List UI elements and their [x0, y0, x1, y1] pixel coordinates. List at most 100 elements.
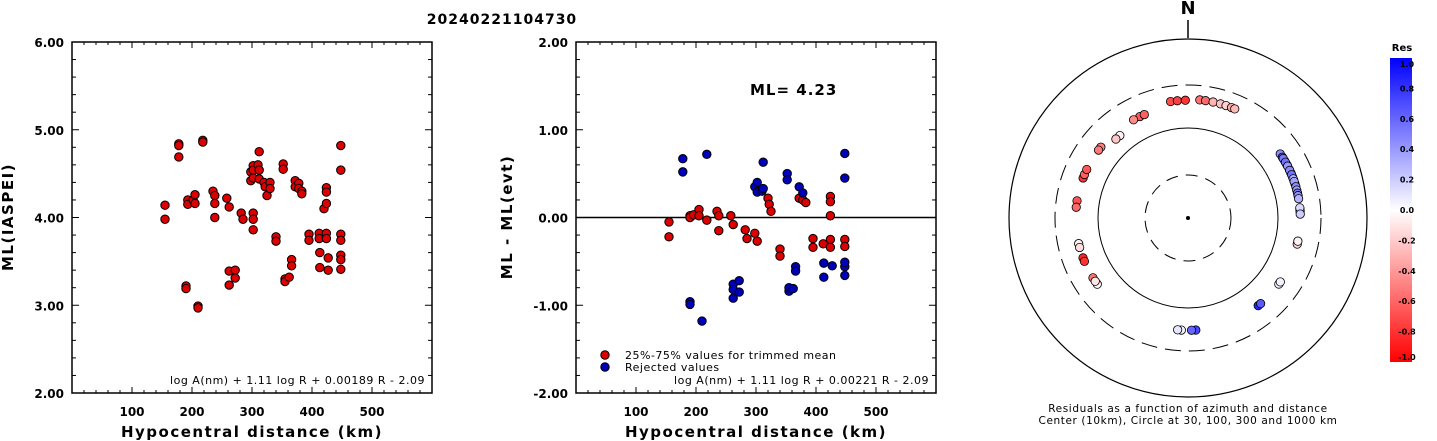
data-point	[284, 272, 294, 282]
x-tick-label: 500	[863, 405, 888, 419]
station-marker	[1186, 325, 1197, 335]
station-marker	[1180, 95, 1190, 105]
formula-text: log A(nm) + 1.11 log R + 0.00189 R - 2.0…	[170, 374, 425, 387]
data-point	[825, 234, 836, 245]
data-point	[254, 165, 264, 175]
station-marker	[1075, 242, 1085, 253]
panel-azimuth-distance: N Residuals as a function of azimuth and…	[1008, 0, 1368, 427]
data-point	[827, 261, 837, 271]
station-marker	[1275, 277, 1285, 287]
data-point	[224, 202, 234, 212]
data-point	[315, 262, 325, 273]
tick-marks	[576, 41, 936, 394]
x-axis-label: Hypocentral distance (km)	[625, 423, 887, 441]
data-point	[726, 211, 736, 221]
data-point	[742, 233, 752, 244]
data-point	[752, 236, 762, 246]
x-axis-label: Hypocentral distance (km)	[121, 423, 383, 441]
caption-line-2: Center (10km), Circle at 30, 100, 300 an…	[1039, 415, 1338, 427]
circle-1000km	[1008, 38, 1368, 398]
data-point	[840, 148, 850, 159]
data-point	[224, 280, 234, 290]
data-point	[825, 242, 836, 253]
station-marker	[1093, 145, 1104, 155]
data-point	[174, 152, 184, 162]
colorbar-tick-label: 1.0	[1400, 60, 1415, 69]
x-tick-label: 100	[623, 405, 648, 419]
y-tick-labels: 2.00 3.00 4.00 5.00 6.00	[34, 36, 64, 401]
y-tick-label: 0.00	[538, 212, 568, 226]
data-point	[265, 183, 275, 194]
data-point	[238, 214, 248, 224]
data-point	[323, 253, 333, 263]
tick-marks	[72, 41, 432, 394]
y-tick-label: 4.00	[34, 212, 64, 226]
data-point	[758, 183, 768, 194]
x-tick-label: 200	[179, 405, 204, 419]
x-tick-label: 300	[239, 405, 264, 419]
data-point	[694, 211, 704, 221]
station-marker	[1173, 325, 1183, 335]
data-point	[678, 154, 688, 164]
data-point	[697, 316, 707, 326]
data-point	[190, 189, 200, 200]
data-point	[230, 265, 240, 275]
data-point	[271, 236, 281, 246]
x-tick-label: 400	[803, 405, 828, 419]
station-marker	[1139, 109, 1149, 120]
data-point	[750, 228, 760, 238]
data-point	[254, 146, 264, 157]
data-point	[664, 232, 674, 242]
data-point	[752, 177, 762, 188]
data-point	[190, 198, 200, 209]
data-point	[278, 164, 288, 174]
colorbar-tick-label: 0.0	[1400, 206, 1415, 215]
y-axis-label: ML(IASPEI)	[0, 163, 17, 271]
data-point	[198, 137, 208, 147]
y-axis-label: ML - ML(evt)	[498, 155, 516, 279]
data-point	[801, 197, 811, 208]
data-point	[798, 188, 808, 198]
data-point	[840, 270, 850, 281]
data-point	[678, 167, 688, 177]
data-point	[336, 235, 346, 246]
y-tick-label: 5.00	[34, 124, 64, 138]
data-point	[315, 247, 325, 258]
data-point	[714, 225, 724, 236]
y-tick-labels: -2.00 -1.00 0.00 1.00 2.00	[533, 36, 568, 401]
center-point	[1186, 216, 1190, 220]
data-point	[210, 190, 220, 201]
colorbar-tick-label: -0.2	[1398, 236, 1416, 245]
colorbar-tick-label: 0.2	[1400, 176, 1414, 185]
data-points	[664, 148, 850, 326]
data-point	[790, 266, 801, 276]
data-point	[297, 189, 307, 199]
data-point	[160, 200, 170, 210]
data-point	[766, 206, 776, 217]
x-tick-label: 300	[743, 405, 768, 419]
legend-marker-accepted	[600, 350, 610, 360]
data-point	[304, 235, 314, 246]
colorbar-tick-label: 0.6	[1400, 115, 1415, 124]
data-point	[840, 173, 850, 183]
panel-ml-iaspei: 100 200 300 400 500 2.00 3.00 4.00 5.00 …	[0, 36, 433, 441]
residual-colorbar: Res 1.0 0.8 0.6 0.4 0.2 0.0 -0.2 -0.4 -0…	[1390, 43, 1416, 362]
data-point	[840, 257, 850, 267]
station-marker	[1295, 209, 1305, 219]
data-point	[734, 275, 744, 286]
data-point	[734, 287, 744, 297]
x-tick-label: 500	[359, 405, 384, 419]
station-marker	[1071, 202, 1081, 212]
station-marker	[1230, 104, 1240, 114]
x-tick-labels: 100 200 300 400 500	[119, 405, 384, 419]
data-point	[248, 225, 258, 235]
y-tick-label: 2.00	[538, 36, 568, 50]
data-point	[775, 251, 785, 261]
legend-marker-rejected	[600, 362, 610, 372]
colorbar-tick-label: -0.4	[1398, 267, 1416, 276]
data-point	[840, 241, 850, 252]
data-point	[174, 140, 184, 151]
station-marker	[1256, 299, 1266, 309]
data-point	[193, 303, 203, 313]
